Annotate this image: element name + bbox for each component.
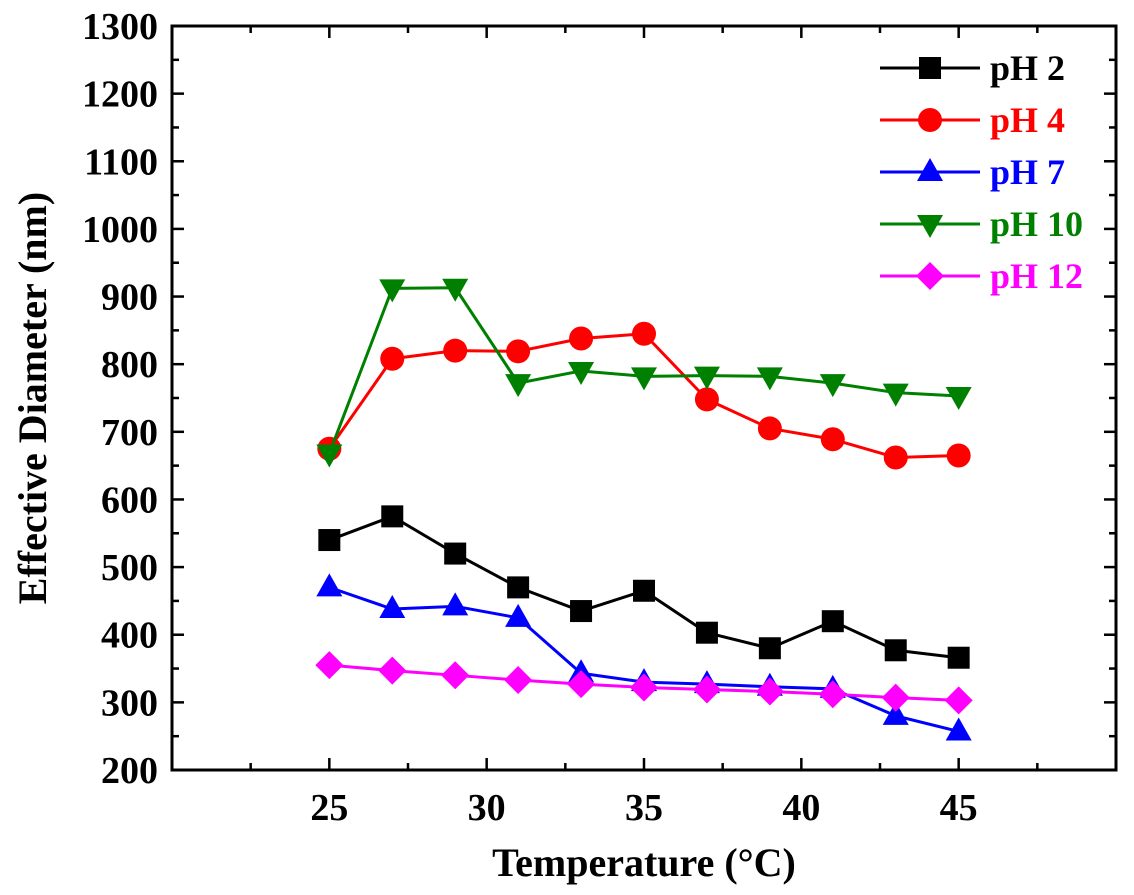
data-point-ph-12 — [692, 675, 721, 704]
data-point-ph-10 — [819, 374, 846, 398]
data-point-ph-10 — [505, 374, 532, 398]
y-tick-label: 1300 — [82, 6, 158, 48]
data-point-ph-12 — [881, 683, 910, 712]
data-point-ph-2 — [381, 505, 404, 528]
legend-marker — [918, 108, 942, 132]
data-point-ph-2 — [884, 639, 907, 662]
data-point-ph-10 — [631, 367, 657, 391]
x-tick-label: 40 — [782, 787, 820, 829]
y-tick-label: 900 — [101, 277, 158, 319]
y-tick-label: 400 — [101, 615, 158, 657]
x-axis-title: Temperature (°C) — [492, 840, 796, 885]
x-tick-label: 30 — [468, 787, 506, 829]
data-point-ph-7 — [442, 592, 469, 616]
data-point-ph-7 — [505, 603, 532, 627]
legend-entry-ph-7: pH 7 — [880, 152, 1065, 192]
data-point-ph-12 — [755, 677, 784, 706]
data-point-ph-12 — [441, 661, 470, 690]
data-point-ph-2 — [318, 529, 341, 552]
data-point-ph-4 — [946, 443, 971, 468]
data-point-ph-7 — [316, 573, 343, 597]
data-point-ph-2 — [821, 610, 844, 633]
y-tick-label: 1200 — [82, 74, 158, 116]
series-ph-12 — [315, 651, 973, 715]
legend-label: pH 12 — [990, 256, 1083, 296]
y-tick-label: 1100 — [84, 141, 158, 183]
legend-marker — [917, 158, 943, 181]
data-point-ph-7 — [379, 595, 406, 619]
data-series — [315, 278, 973, 741]
tick-labels: 25 30 35 40 45 200 300 400 500 600 700 800 900 1000 11… — [82, 6, 978, 829]
y-tick-label: 600 — [101, 479, 158, 521]
y-tick-label: 1000 — [82, 209, 158, 251]
data-point-ph-10 — [945, 386, 972, 410]
data-point-ph-10 — [316, 444, 343, 468]
data-point-ph-10 — [442, 278, 469, 302]
data-point-ph-12 — [378, 656, 407, 685]
series-ph-2 — [318, 505, 970, 669]
y-tick-label: 200 — [101, 750, 158, 792]
y-tick-label: 800 — [101, 344, 158, 386]
y-tick-label: 500 — [101, 547, 158, 589]
legend-entry-ph-4: pH 4 — [880, 100, 1065, 140]
legend-marker — [917, 215, 943, 238]
data-point-ph-12 — [630, 673, 658, 702]
legend-marker — [916, 262, 944, 290]
legend-entry-ph-12: pH 12 — [880, 256, 1083, 296]
series-ph-4 — [317, 321, 971, 470]
data-point-ph-4 — [757, 416, 782, 441]
y-axis-title: Effective Diameter (nm) — [10, 192, 55, 604]
data-point-ph-12 — [567, 670, 596, 699]
data-point-ph-4 — [506, 339, 531, 364]
data-point-ph-7 — [945, 717, 972, 741]
data-point-ph-4 — [694, 387, 719, 412]
data-point-ph-4 — [443, 338, 468, 363]
data-point-ph-2 — [507, 576, 530, 599]
data-point-ph-4 — [632, 321, 656, 346]
data-point-ph-10 — [693, 366, 720, 390]
legend-label: pH 7 — [990, 152, 1065, 192]
legend: pH 2 pH 4 pH 7 pH 10 pH 12 — [880, 48, 1083, 296]
legend-entry-ph-10: pH 10 — [880, 204, 1083, 244]
data-point-ph-12 — [504, 666, 533, 695]
plot-frame — [170, 24, 1118, 772]
data-point-ph-12 — [944, 686, 973, 715]
data-point-ph-2 — [947, 646, 970, 669]
data-point-ph-2 — [570, 600, 593, 623]
data-point-ph-12 — [315, 651, 344, 680]
data-point-ph-7 — [882, 701, 909, 725]
data-point-ph-10 — [882, 383, 909, 407]
data-point-ph-4 — [883, 445, 908, 470]
x-tick-label: 25 — [310, 787, 348, 829]
series-ph-10 — [316, 278, 972, 468]
x-tick-label: 45 — [940, 787, 978, 829]
data-point-ph-4 — [569, 326, 594, 351]
data-point-ph-10 — [568, 361, 595, 385]
data-point-ph-2 — [758, 637, 781, 660]
data-point-ph-2 — [444, 542, 467, 565]
y-tick-label: 700 — [101, 412, 158, 454]
legend-label: pH 4 — [990, 100, 1065, 140]
y-tick-label: 300 — [101, 682, 158, 724]
data-point-ph-4 — [820, 427, 845, 452]
legend-label: pH 2 — [990, 48, 1065, 88]
legend-label: pH 10 — [990, 204, 1083, 244]
legend-marker — [919, 57, 941, 79]
data-point-ph-2 — [695, 621, 718, 644]
data-point-ph-2 — [633, 579, 655, 602]
data-point-ph-10 — [756, 367, 783, 391]
legend-entry-ph-2: pH 2 — [880, 48, 1065, 88]
data-point-ph-12 — [818, 680, 847, 709]
data-point-ph-4 — [380, 346, 405, 371]
x-tick-label: 35 — [625, 787, 663, 829]
data-point-ph-10 — [379, 279, 406, 303]
